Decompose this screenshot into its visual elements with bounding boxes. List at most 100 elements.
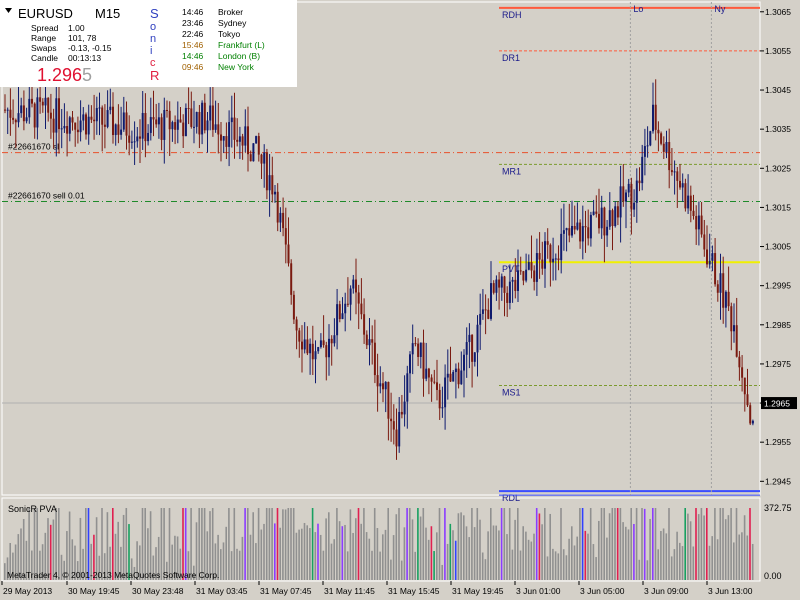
pva-bar: [538, 513, 541, 580]
pva-bar: [201, 508, 203, 580]
candle-body: [319, 340, 322, 348]
candle-body: [63, 125, 66, 129]
candle: [506, 286, 509, 317]
pva-bar: [31, 550, 33, 580]
candle: [465, 327, 468, 378]
pva-bar: [684, 508, 686, 580]
pva-bar: [195, 522, 198, 580]
candle: [274, 184, 276, 203]
pva-bar: [495, 525, 497, 580]
candle: [722, 256, 725, 324]
pva-bar: [498, 530, 500, 580]
candle-body: [568, 228, 571, 236]
candle-body: [365, 334, 368, 346]
candle: [727, 266, 730, 312]
pva-bar: [468, 537, 470, 580]
candle-body: [444, 377, 447, 408]
candle: [670, 148, 673, 176]
candle-body: [230, 117, 233, 123]
candle: [168, 101, 171, 156]
candle-body: [627, 183, 630, 193]
candle-body: [641, 156, 644, 184]
pva-bar: [546, 556, 549, 580]
panel-dropdown-icon[interactable]: [5, 8, 12, 13]
candle-body: [160, 117, 163, 140]
pva-bar: [692, 546, 695, 580]
candle: [206, 111, 209, 153]
price-main: 1.296: [37, 65, 82, 85]
candle: [746, 368, 749, 407]
pva-bar: [238, 550, 241, 580]
candle: [514, 258, 517, 299]
pva-bar: [363, 508, 365, 580]
x-tick-label: 31 May 19:45: [452, 586, 504, 596]
candle: [176, 101, 179, 144]
pva-bar: [487, 531, 489, 580]
pva-bar: [587, 533, 589, 580]
candle-body: [751, 420, 754, 424]
pva-bar: [184, 508, 187, 580]
candle-body: [203, 102, 206, 131]
pva-bar: [373, 508, 376, 580]
pva-bar: [271, 508, 273, 580]
candle: [535, 238, 538, 296]
candle: [163, 97, 166, 164]
candle: [225, 122, 228, 160]
pva-bar: [14, 544, 17, 580]
candle: [657, 121, 660, 152]
candle-body: [201, 102, 204, 135]
pva-bar: [155, 547, 157, 580]
pva-bar: [527, 539, 530, 580]
candle-body: [9, 109, 12, 118]
pva-bar: [652, 508, 654, 580]
pva-bar: [365, 532, 368, 580]
candle-body: [325, 345, 328, 358]
y-tick-label: 1.3065: [765, 7, 791, 17]
pva-bar: [12, 552, 14, 580]
candle-body: [522, 271, 525, 281]
candle: [147, 124, 150, 146]
candle-body: [214, 124, 217, 130]
pva-bar: [695, 508, 697, 580]
pva-bar: [290, 508, 292, 580]
pva-bar: [638, 559, 641, 580]
candle: [692, 194, 695, 220]
session-name: London (B): [218, 51, 260, 61]
candle: [406, 365, 409, 429]
candle-body: [433, 381, 436, 383]
session-time: 15:46: [182, 40, 204, 50]
candle: [82, 107, 85, 131]
pva-bar: [438, 508, 441, 580]
candle-body: [430, 377, 433, 382]
candle-body: [481, 309, 484, 314]
pva-bar: [643, 508, 646, 580]
pva-bar: [203, 508, 206, 580]
pva-bar: [338, 521, 341, 580]
pva-bar: [592, 544, 595, 580]
candle: [449, 346, 452, 382]
candle: [603, 206, 606, 263]
pva-bar: [63, 560, 65, 580]
pva-bar: [719, 508, 722, 580]
candle: [193, 100, 195, 144]
candle: [125, 101, 128, 150]
pva-bar: [279, 527, 281, 580]
candle: [130, 130, 133, 149]
candle-body: [257, 136, 260, 155]
info-panel-background: [0, 0, 297, 87]
session-name: Frankfurt (L): [218, 40, 265, 50]
pva-bar: [390, 559, 392, 580]
candle-body: [687, 195, 690, 209]
pva-bar: [90, 543, 92, 580]
pva-bar: [276, 508, 279, 580]
sonicr-letter: c: [150, 57, 156, 69]
candle-body: [193, 126, 195, 128]
level-label-dr1: DR1: [502, 53, 520, 63]
pva-bar: [668, 508, 670, 580]
candle: [201, 100, 204, 145]
pva-bar: [71, 539, 74, 580]
pva-bar: [660, 531, 662, 580]
candle-body: [619, 186, 622, 218]
candle-body: [722, 273, 725, 308]
